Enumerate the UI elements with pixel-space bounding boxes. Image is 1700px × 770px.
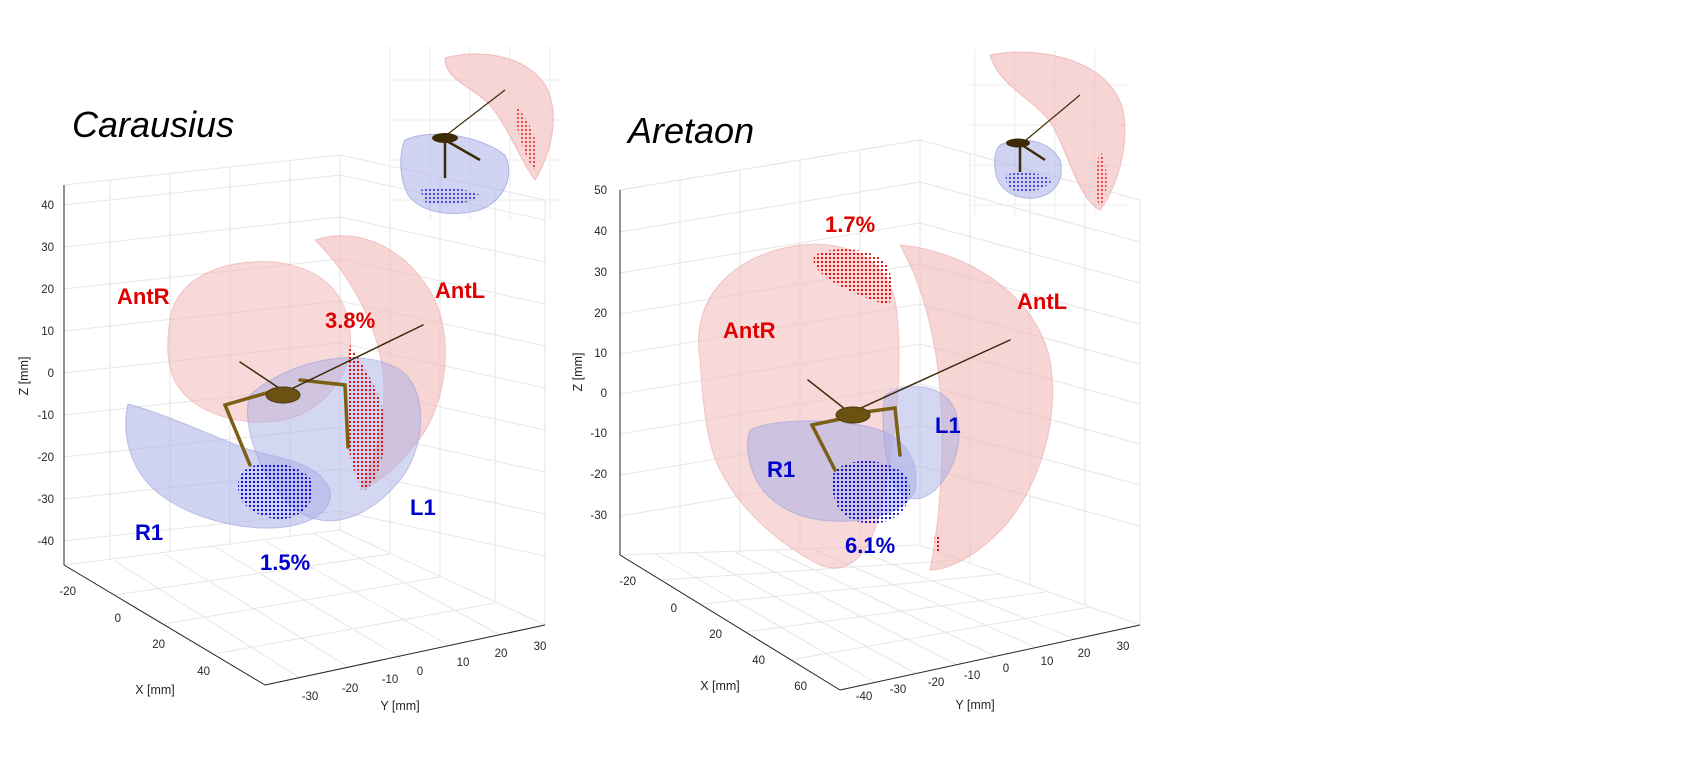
z-tick: -20	[590, 469, 607, 481]
l1-volume	[882, 386, 960, 500]
z-tick: -10	[590, 428, 607, 440]
z-axis-label: Z [mm]	[571, 353, 585, 392]
blue-contact-region	[832, 460, 910, 524]
x-axis-label: X [mm]	[700, 679, 740, 693]
y-tick: -20	[342, 683, 359, 695]
z-tick: 0	[601, 388, 607, 400]
z-tick: 10	[41, 326, 54, 338]
z-tick: 0	[48, 368, 54, 380]
panel-carausius: Carausius	[17, 45, 560, 713]
r1-label: R1	[767, 457, 795, 482]
z-axis-ticks: 50 40 30 20 10 0 -10 -20 -30	[590, 185, 607, 522]
z-tick: 40	[594, 226, 607, 238]
y-tick: -40	[856, 691, 873, 703]
y-tick: -30	[890, 684, 907, 696]
x-tick: -20	[59, 586, 76, 598]
red-percentage: 1.7%	[825, 212, 875, 237]
z-tick: -40	[37, 536, 54, 548]
inset-view	[389, 45, 560, 220]
y-tick: -10	[382, 674, 399, 686]
antl-label: AntL	[1017, 289, 1067, 314]
panel-title: Carausius	[72, 104, 234, 145]
x-tick: 40	[197, 666, 210, 678]
blue-percentage: 6.1%	[845, 533, 895, 558]
panel-title: Aretaon	[626, 110, 754, 151]
z-tick: 40	[41, 200, 54, 212]
axis-lines	[619, 190, 1141, 691]
y-axis-ticks: -30 -20 -10 0 10 20 30	[302, 641, 547, 703]
red-contact-region	[346, 345, 385, 490]
x-axis-ticks: -20 0 20 40	[59, 586, 210, 678]
x-axis-ticks: -20 0 20 40 60	[619, 576, 807, 693]
red-contact-region	[813, 249, 893, 305]
y-axis-label: Y [mm]	[955, 698, 994, 712]
l1-label: L1	[935, 413, 961, 438]
z-tick: -30	[590, 510, 607, 522]
y-tick: 0	[1003, 663, 1009, 675]
z-axis-ticks: 40 30 20 10 0 -10 -20 -30 -40	[37, 200, 54, 548]
x-tick: 0	[671, 603, 677, 615]
z-axis-label: Z [mm]	[17, 357, 31, 396]
inset-view	[970, 50, 1130, 215]
y-axis-ticks: -40 -30 -20 -10 0 10 20 30	[856, 641, 1130, 703]
red-percentage: 3.8%	[325, 308, 375, 333]
z-tick: -30	[37, 494, 54, 506]
z-tick: 30	[594, 267, 607, 279]
insect-body	[222, 324, 424, 467]
axis-lines	[63, 185, 546, 686]
z-tick: -10	[37, 410, 54, 422]
y-tick: 0	[417, 666, 423, 678]
antr-label: AntR	[723, 318, 776, 343]
x-axis-label: X [mm]	[135, 683, 175, 697]
x-tick: 40	[752, 655, 765, 667]
x-tick: -20	[619, 576, 636, 588]
x-tick: 20	[152, 639, 165, 651]
y-tick: 20	[1078, 648, 1091, 660]
z-tick: 30	[41, 242, 54, 254]
x-tick: 60	[794, 681, 807, 693]
y-tick: 10	[457, 657, 470, 669]
x-tick: 20	[709, 629, 722, 641]
z-tick: 10	[594, 348, 607, 360]
panel-aretaon: Aretaon	[571, 50, 1141, 712]
y-tick: -10	[964, 670, 981, 682]
z-tick: 20	[41, 284, 54, 296]
y-tick: 30	[534, 641, 547, 653]
insect-body	[807, 339, 1011, 472]
x-tick: 0	[115, 613, 121, 625]
antl-label: AntL	[435, 278, 485, 303]
y-axis-label: Y [mm]	[380, 699, 419, 713]
y-tick: 30	[1117, 641, 1130, 653]
l1-label: L1	[410, 495, 436, 520]
y-tick: -20	[928, 677, 945, 689]
z-tick: 50	[594, 185, 607, 197]
antr-label: AntR	[117, 284, 170, 309]
antl-volume	[899, 244, 1054, 571]
y-tick: -30	[302, 691, 319, 703]
blue-percentage: 1.5%	[260, 550, 310, 575]
z-tick: 20	[594, 308, 607, 320]
y-tick: 20	[495, 648, 508, 660]
z-tick: -20	[37, 452, 54, 464]
y-tick: 10	[1041, 656, 1054, 668]
r1-label: R1	[135, 520, 163, 545]
blue-contact-region	[237, 463, 314, 519]
red-contact-region-small	[934, 534, 942, 555]
